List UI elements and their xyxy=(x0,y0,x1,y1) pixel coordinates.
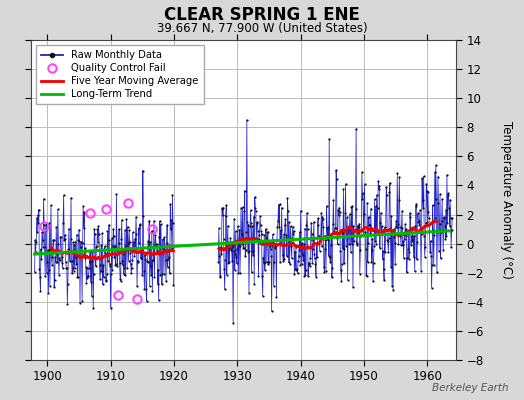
Text: CLEAR SPRING 1 ENE: CLEAR SPRING 1 ENE xyxy=(164,6,360,24)
Legend: Raw Monthly Data, Quality Control Fail, Five Year Moving Average, Long-Term Tren: Raw Monthly Data, Quality Control Fail, … xyxy=(37,45,204,104)
Text: 39.667 N, 77.900 W (United States): 39.667 N, 77.900 W (United States) xyxy=(157,22,367,35)
Text: Berkeley Earth: Berkeley Earth xyxy=(432,383,508,393)
Y-axis label: Temperature Anomaly (°C): Temperature Anomaly (°C) xyxy=(500,121,514,279)
